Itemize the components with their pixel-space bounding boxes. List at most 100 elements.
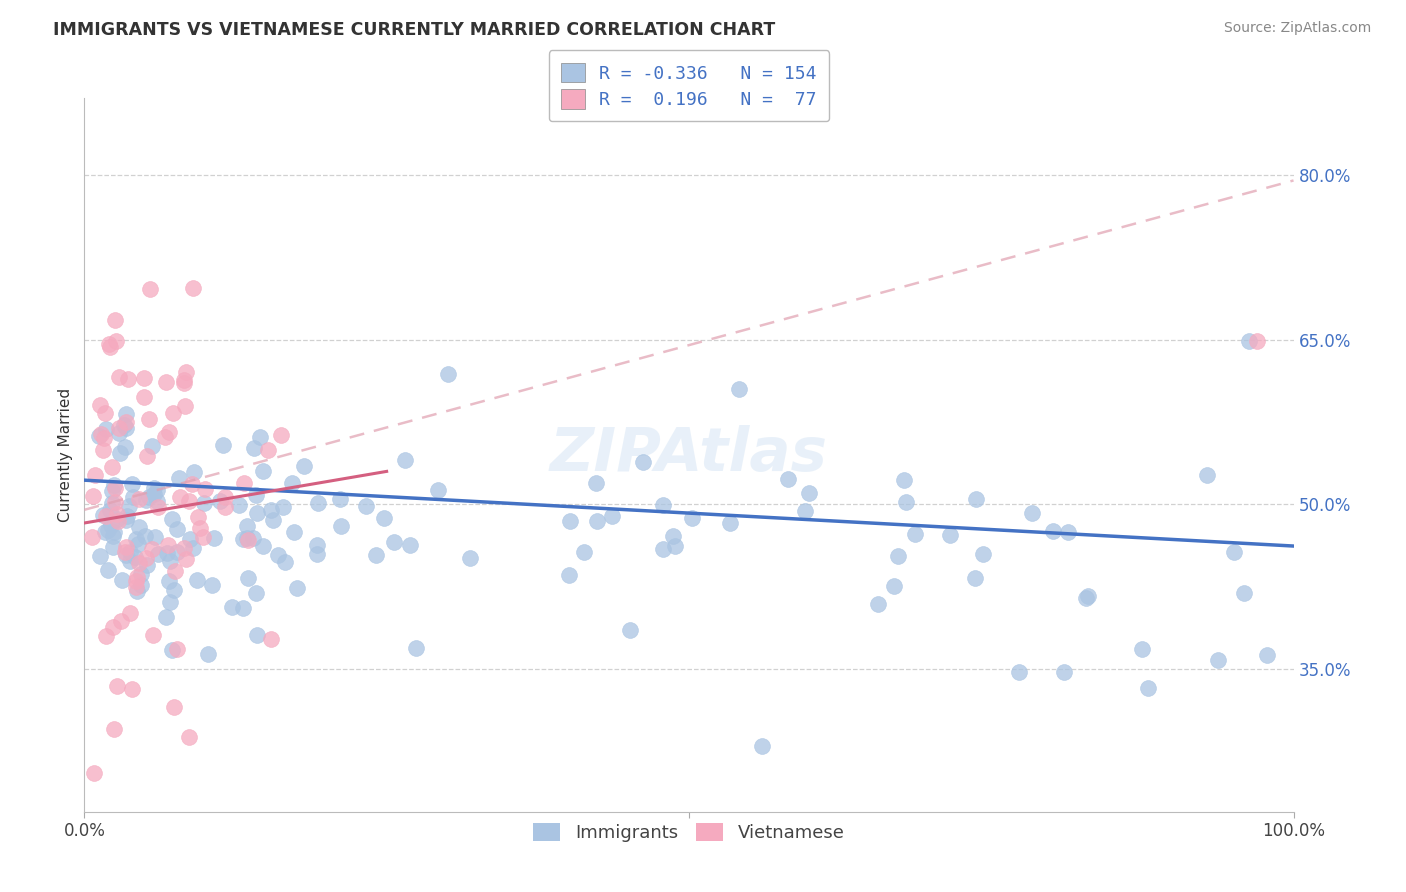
Point	[281, 475, 304, 490]
Point	[235, 519, 257, 533]
Point	[797, 486, 820, 500]
Point	[1008, 665, 1031, 680]
Point	[96, 508, 118, 523]
Point	[118, 554, 141, 568]
Point	[127, 537, 149, 551]
Point	[245, 488, 267, 502]
Point	[894, 495, 917, 509]
Point	[252, 539, 274, 553]
Point	[124, 549, 146, 564]
Point	[718, 516, 741, 530]
Point	[246, 628, 269, 642]
Point	[94, 422, 117, 436]
Point	[197, 648, 219, 662]
Point	[115, 509, 138, 524]
Point	[1136, 681, 1159, 695]
Point	[174, 399, 197, 413]
Point	[307, 538, 329, 552]
Point	[179, 532, 201, 546]
Point	[157, 425, 180, 440]
Point	[159, 595, 181, 609]
Point	[157, 574, 180, 588]
Point	[118, 499, 141, 513]
Point	[751, 739, 773, 753]
Point	[105, 508, 128, 522]
Point	[132, 371, 155, 385]
Point	[939, 528, 962, 542]
Point	[139, 282, 162, 296]
Point	[267, 549, 290, 563]
Point	[134, 529, 156, 543]
Point	[1077, 589, 1099, 603]
Point	[963, 571, 986, 585]
Point	[307, 496, 329, 510]
Point	[305, 547, 328, 561]
Point	[1256, 648, 1278, 662]
Point	[167, 471, 190, 485]
Point	[893, 473, 915, 487]
Point	[399, 538, 422, 552]
Point	[163, 564, 186, 578]
Point	[236, 570, 259, 584]
Point	[292, 458, 315, 473]
Point	[142, 487, 165, 501]
Point	[1053, 665, 1076, 680]
Point	[560, 514, 582, 528]
Point	[127, 570, 149, 584]
Point	[107, 514, 129, 528]
Point	[141, 542, 163, 557]
Point	[125, 574, 148, 588]
Point	[183, 465, 205, 479]
Point	[162, 582, 184, 597]
Point	[100, 517, 122, 532]
Point	[98, 340, 121, 354]
Point	[329, 491, 352, 506]
Point	[1206, 653, 1229, 667]
Point	[904, 527, 927, 541]
Text: Source: ZipAtlas.com: Source: ZipAtlas.com	[1223, 21, 1371, 36]
Point	[221, 600, 243, 615]
Point	[651, 498, 673, 512]
Point	[1197, 468, 1219, 483]
Point	[243, 441, 266, 455]
Point	[121, 681, 143, 696]
Point	[1021, 506, 1043, 520]
Point	[270, 428, 292, 442]
Point	[156, 538, 179, 552]
Y-axis label: Currently Married: Currently Married	[58, 388, 73, 522]
Point	[794, 504, 817, 518]
Point	[90, 426, 112, 441]
Point	[128, 520, 150, 534]
Point	[181, 476, 204, 491]
Point	[155, 375, 177, 389]
Point	[174, 365, 197, 379]
Point	[214, 490, 236, 504]
Point	[260, 632, 283, 647]
Point	[169, 490, 191, 504]
Point	[177, 730, 200, 744]
Point	[103, 481, 125, 495]
Point	[103, 477, 125, 491]
Point	[1222, 545, 1244, 559]
Point	[173, 541, 195, 556]
Point	[148, 547, 170, 561]
Point	[259, 503, 281, 517]
Point	[89, 429, 111, 443]
Point	[965, 491, 987, 506]
Point	[619, 624, 641, 638]
Point	[633, 455, 655, 469]
Text: ZIPAtlas: ZIPAtlas	[550, 425, 828, 484]
Point	[82, 489, 104, 503]
Point	[156, 546, 179, 560]
Point	[382, 534, 405, 549]
Point	[120, 545, 142, 559]
Point	[330, 519, 353, 533]
Point	[283, 525, 305, 540]
Point	[103, 525, 125, 540]
Point	[138, 412, 160, 426]
Point	[93, 406, 115, 420]
Point	[142, 628, 165, 642]
Point	[93, 431, 115, 445]
Point	[232, 532, 254, 546]
Point	[586, 515, 609, 529]
